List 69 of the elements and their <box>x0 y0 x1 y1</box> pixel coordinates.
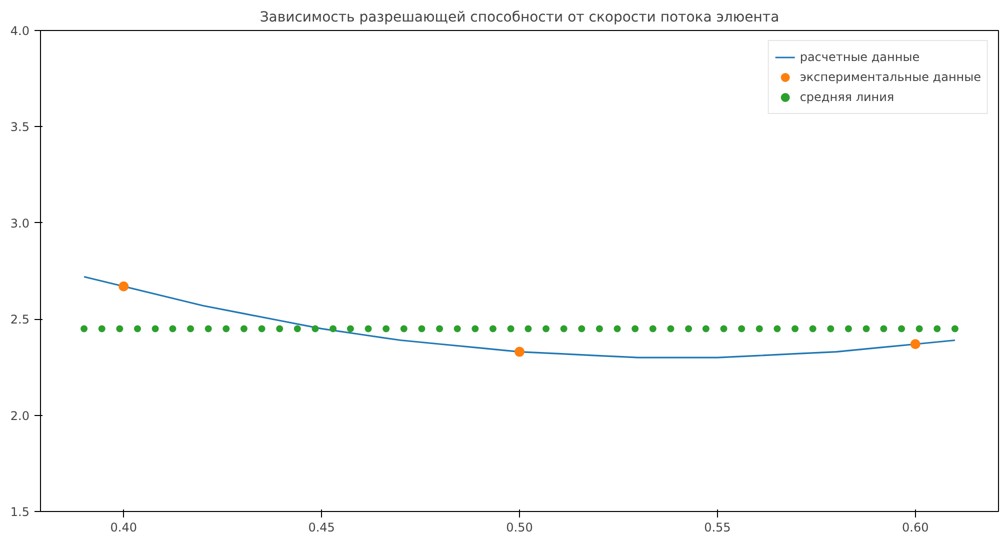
point <box>400 325 408 332</box>
point <box>916 325 923 332</box>
legend-label: средняя линия <box>800 90 894 104</box>
point <box>312 325 319 332</box>
point <box>240 325 248 332</box>
point <box>222 325 230 332</box>
point <box>489 325 496 332</box>
point <box>827 325 834 332</box>
point <box>258 325 266 332</box>
point <box>862 325 870 332</box>
x-tick-label: 0.50 <box>506 520 533 534</box>
y-tick-label: 2.0 <box>10 408 30 423</box>
y-tick-label: 1.5 <box>10 505 30 519</box>
point <box>507 325 514 332</box>
point <box>738 325 746 332</box>
point <box>454 325 461 332</box>
point <box>514 346 524 357</box>
y-tick-label: 2.5 <box>10 312 30 327</box>
point <box>756 325 763 332</box>
point <box>934 325 941 332</box>
point <box>685 325 692 332</box>
point <box>152 325 159 332</box>
y-tick-label: 3.0 <box>10 216 30 230</box>
point <box>614 325 621 332</box>
legend-label: экспериментальные данные <box>800 70 981 84</box>
line-series <box>83 276 956 358</box>
point <box>294 325 301 332</box>
point <box>116 325 124 332</box>
chart-title: Зависимость разрешающей способности от скорости потока элюента <box>260 10 780 26</box>
point <box>578 325 586 332</box>
y-tick-label: 4.0 <box>10 24 30 38</box>
point <box>436 325 444 332</box>
point <box>844 325 852 332</box>
point <box>187 325 194 332</box>
point <box>880 325 888 332</box>
point <box>472 325 479 332</box>
point <box>560 325 568 332</box>
point <box>98 325 106 332</box>
point <box>330 325 337 332</box>
point <box>667 325 674 332</box>
point <box>951 325 958 332</box>
point <box>364 325 372 332</box>
point <box>204 325 212 332</box>
point <box>596 325 603 332</box>
point <box>80 325 88 332</box>
point <box>418 325 426 332</box>
point <box>809 325 816 332</box>
y-tick-label: 3.5 <box>10 120 30 134</box>
point <box>382 325 390 332</box>
point <box>542 325 550 332</box>
point <box>632 325 639 332</box>
point <box>524 325 532 332</box>
point <box>649 325 656 332</box>
point <box>169 325 176 332</box>
point <box>910 339 920 350</box>
legend-label: расчетные данные <box>800 50 920 64</box>
point <box>720 325 728 332</box>
point <box>118 281 129 292</box>
x-tick-label: 0.60 <box>902 520 929 534</box>
x-tick-label: 0.45 <box>308 520 335 534</box>
x-tick-label: 0.40 <box>110 520 137 534</box>
point <box>276 325 284 332</box>
point <box>702 325 710 332</box>
point <box>134 325 141 332</box>
point <box>774 325 781 332</box>
point <box>898 325 906 332</box>
point <box>792 325 799 332</box>
x-tick-label: 0.55 <box>704 520 731 534</box>
point <box>346 325 354 332</box>
